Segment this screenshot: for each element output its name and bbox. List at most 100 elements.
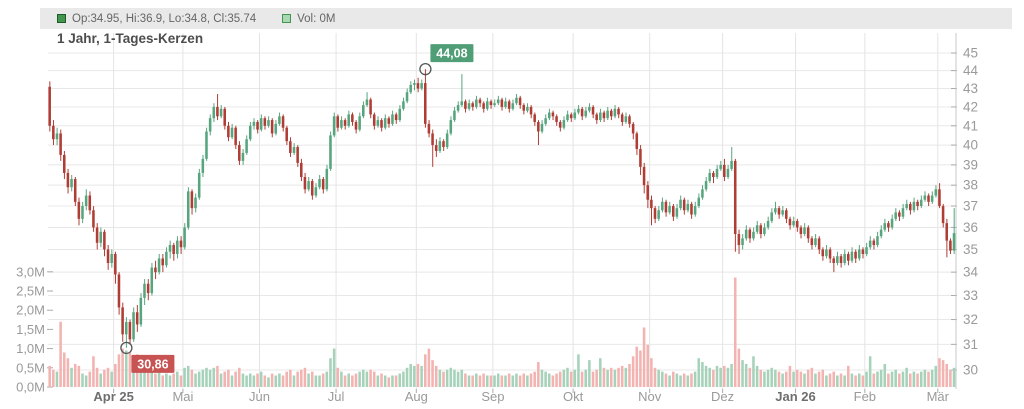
volume-bar[interactable] [434,365,438,387]
volume-bar[interactable] [223,371,226,387]
candle[interactable] [351,112,354,126]
candle[interactable] [518,95,522,109]
volume-bar[interactable] [537,362,540,387]
volume-bar[interactable] [351,375,354,387]
volume-bar[interactable] [843,375,846,387]
volume-bar[interactable] [172,373,175,387]
volume-bar[interactable] [952,367,956,387]
candle[interactable] [919,195,923,209]
volume-bar[interactable] [551,375,555,387]
candle[interactable] [577,105,580,115]
candle[interactable] [161,253,164,273]
volume-bar[interactable] [110,371,113,387]
volume-bar[interactable] [847,365,850,387]
candle[interactable] [372,112,376,130]
candle[interactable] [248,121,252,142]
candle[interactable] [48,81,51,132]
volume-bar[interactable] [795,369,799,387]
candle[interactable] [671,203,675,221]
candle[interactable] [186,187,190,230]
volume-bar[interactable] [445,369,449,387]
volume-bar[interactable] [529,373,533,387]
volume-bar[interactable] [154,373,157,387]
candle[interactable] [898,210,901,221]
candle[interactable] [449,116,453,136]
volume-bar[interactable] [92,356,95,387]
volume-bar[interactable] [515,373,518,387]
volume-bar[interactable] [227,369,230,387]
volume-bar[interactable] [690,373,693,387]
volume-bar[interactable] [631,356,635,387]
volume-bar[interactable] [124,350,128,387]
candle[interactable] [533,112,536,126]
candle[interactable] [464,99,467,113]
volume-bar[interactable] [493,375,496,387]
candle[interactable] [62,150,66,180]
volume-bar[interactable] [664,373,668,387]
volume-bar[interactable] [358,371,361,387]
volume-bar[interactable] [88,371,92,387]
candle[interactable] [752,227,755,241]
candle[interactable] [857,245,861,261]
candle[interactable] [774,201,777,215]
candle[interactable] [788,216,792,230]
candle[interactable] [723,158,726,182]
volume-bar[interactable] [456,371,460,387]
candle[interactable] [500,97,504,111]
candle[interactable] [806,225,810,243]
volume-bar[interactable] [376,375,380,387]
volume-bar[interactable] [197,371,201,387]
candle[interactable] [606,106,609,121]
candle[interactable] [537,120,540,146]
candle[interactable] [883,218,887,232]
volume-bar[interactable] [540,369,544,387]
volume-bar[interactable] [836,375,839,387]
volume-bar[interactable] [857,373,861,387]
candle[interactable] [405,88,409,104]
candle[interactable] [307,177,310,192]
volume-bar[interactable] [81,373,84,387]
candle[interactable] [391,110,394,126]
candle[interactable] [336,114,340,132]
volume-bar[interactable] [642,327,646,387]
volume-bar[interactable] [923,369,927,387]
volume-bar[interactable] [624,367,628,387]
candle[interactable] [588,103,591,113]
volume-bar[interactable] [278,373,281,387]
volume-bar[interactable] [941,360,945,387]
candle[interactable] [70,174,73,192]
volume-bar[interactable] [121,348,124,387]
volume-bar[interactable] [300,369,303,387]
volume-bar[interactable] [471,375,474,387]
volume-bar[interactable] [701,362,704,387]
volume-bar[interactable] [752,356,755,387]
candle[interactable] [686,199,690,213]
candle[interactable] [121,302,124,342]
candle[interactable] [467,99,471,111]
candle[interactable] [613,105,617,119]
volume-bar[interactable] [285,371,288,387]
candle[interactable] [52,120,55,146]
volume-bar[interactable] [380,373,383,387]
candle[interactable] [562,116,566,130]
volume-bar[interactable] [230,375,234,387]
volume-bar[interactable] [59,321,62,387]
candle[interactable] [697,193,701,209]
candle[interactable] [179,236,183,254]
candle[interactable] [609,108,613,121]
volume-bar[interactable] [679,375,682,387]
volume-bar[interactable] [854,375,857,387]
candle[interactable] [387,116,391,128]
candle[interactable] [580,106,584,121]
candle[interactable] [442,139,445,151]
candle[interactable] [493,99,496,107]
volume-bar[interactable] [292,375,296,387]
candle[interactable] [693,201,697,217]
candle[interactable] [256,120,259,134]
volume-bar[interactable] [442,371,445,387]
volume-bar[interactable] [259,371,263,387]
candle[interactable] [103,229,106,257]
volume-bar[interactable] [62,352,66,387]
volume-bar[interactable] [949,369,952,387]
candle[interactable] [84,189,88,211]
